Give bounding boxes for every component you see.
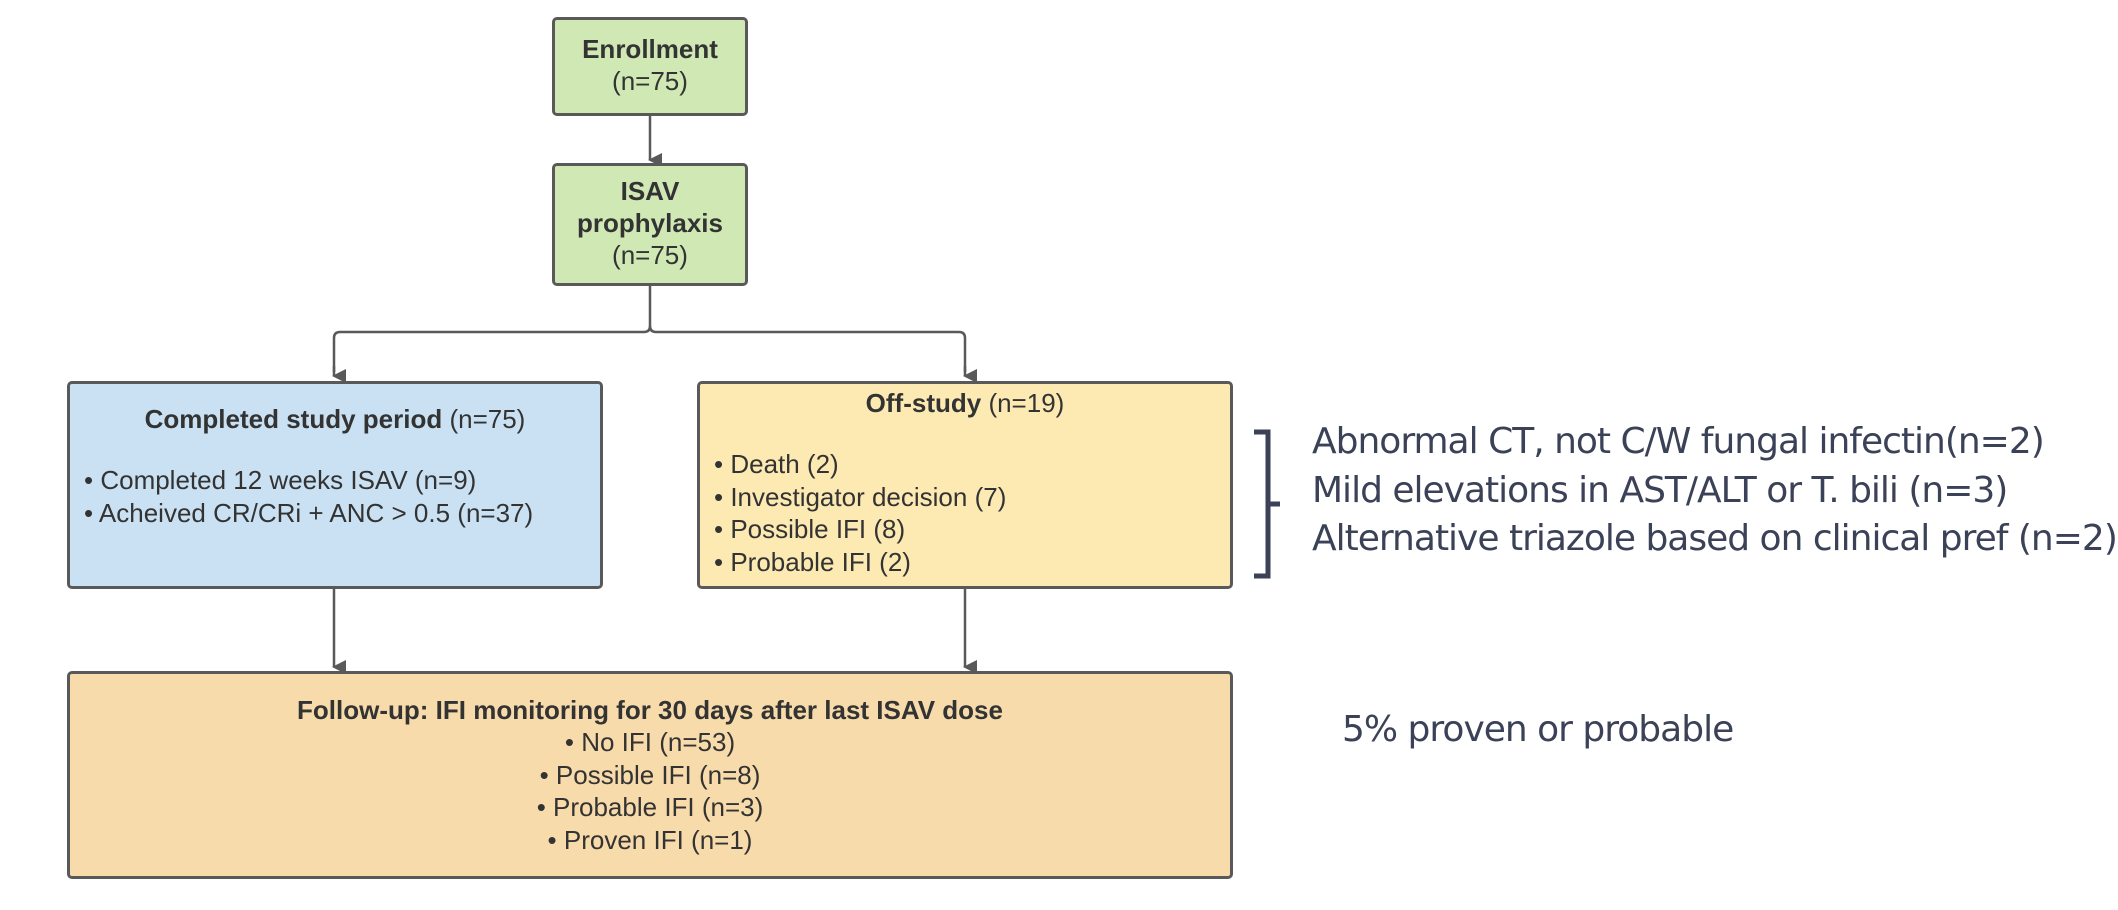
list-item: Death (2) bbox=[714, 448, 1230, 481]
list-item: Possible IFI (8) bbox=[714, 513, 1230, 546]
list-item: Completed 12 weeks ISAV (n=9) bbox=[84, 464, 600, 497]
list-item: Possible IFI (n=8) bbox=[70, 759, 1230, 792]
offstudy-list: Death (2) Investigator decision (7) Poss… bbox=[714, 448, 1230, 578]
list-item: Acheived CR/CRi + ANC > 0.5 (n=37) bbox=[84, 497, 600, 530]
prophylaxis-box: ISAV prophylaxis (n=75) bbox=[552, 163, 748, 286]
bracket bbox=[1254, 429, 1280, 579]
completed-count: (n=75) bbox=[449, 404, 526, 434]
arrow-prophylaxis-split bbox=[332, 286, 652, 372]
completed-box: Completed study period (n=75) Completed … bbox=[67, 381, 603, 589]
followup-title: Follow-up: IFI monitoring for 30 days af… bbox=[297, 695, 1003, 725]
offstudy-count: (n=19) bbox=[988, 388, 1065, 418]
prophylaxis-title-line1: ISAV bbox=[620, 176, 680, 206]
reason-lft: Mild elevations in AST/ALT or T. bili (n… bbox=[1312, 469, 2008, 511]
completed-title: Completed study period bbox=[144, 404, 443, 434]
enrollment-title: Enrollment bbox=[582, 34, 718, 64]
completed-heading: Completed study period (n=75) bbox=[84, 403, 600, 435]
investigator-reasons: Abnormal CT, not C/W fungal infectin(n=2… bbox=[1312, 418, 2118, 564]
offstudy-heading: Off-study (n=19) bbox=[714, 387, 1230, 419]
completed-list: Completed 12 weeks ISAV (n=9) Acheived C… bbox=[84, 464, 600, 529]
prophylaxis-count: (n=75) bbox=[612, 240, 688, 270]
reason-ct: Abnormal CT, not C/W fungal infectin(n=2… bbox=[1312, 421, 2045, 462]
offstudy-box: Off-study (n=19) Death (2) Investigator … bbox=[697, 381, 1233, 589]
reason-triazole: Alternative triazole based on clinical p… bbox=[1312, 518, 2118, 559]
list-item: Probable IFI (2) bbox=[714, 546, 1230, 579]
list-item: Investigator decision (7) bbox=[714, 481, 1230, 514]
enrollment-box: Enrollment (n=75) bbox=[552, 17, 748, 116]
prophylaxis-title-line2: prophylaxis bbox=[577, 208, 723, 238]
list-item: No IFI (n=53) bbox=[70, 726, 1230, 759]
followup-list: No IFI (n=53) Possible IFI (n=8) Probabl… bbox=[70, 726, 1230, 856]
summary-note: 5% proven or probable bbox=[1342, 709, 1734, 750]
offstudy-title: Off-study bbox=[865, 388, 982, 418]
followup-box: Follow-up: IFI monitoring for 30 days af… bbox=[67, 671, 1233, 879]
list-item: Probable IFI (n=3) bbox=[70, 791, 1230, 824]
list-item: Proven IFI (n=1) bbox=[70, 824, 1230, 857]
enrollment-count: (n=75) bbox=[612, 66, 688, 96]
